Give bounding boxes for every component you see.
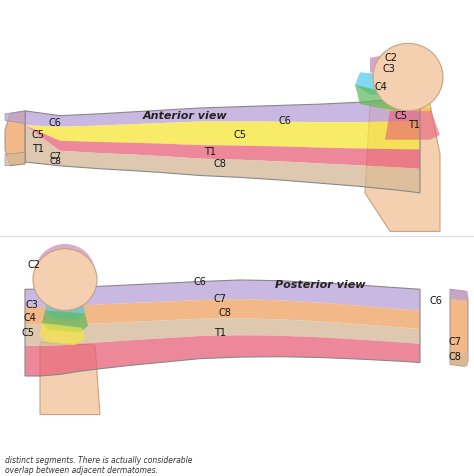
Text: C6: C6 bbox=[48, 119, 62, 129]
Polygon shape bbox=[40, 323, 85, 345]
Text: C7: C7 bbox=[448, 337, 462, 347]
Text: C6: C6 bbox=[279, 116, 292, 126]
Polygon shape bbox=[5, 152, 25, 166]
Text: C7: C7 bbox=[213, 294, 227, 304]
Polygon shape bbox=[42, 310, 88, 333]
Polygon shape bbox=[25, 125, 420, 169]
Circle shape bbox=[35, 244, 95, 302]
Text: C5: C5 bbox=[395, 111, 408, 121]
Text: C7: C7 bbox=[49, 152, 61, 161]
Text: C8: C8 bbox=[448, 352, 461, 362]
Text: C4: C4 bbox=[23, 313, 36, 323]
Circle shape bbox=[33, 249, 97, 310]
Text: distinct segments. There is actually considerable
overlap between adjacent derma: distinct segments. There is actually con… bbox=[5, 456, 192, 476]
Text: C5: C5 bbox=[234, 130, 246, 140]
Text: T1: T1 bbox=[408, 120, 420, 130]
Polygon shape bbox=[25, 335, 420, 376]
Polygon shape bbox=[5, 111, 25, 123]
Text: C6: C6 bbox=[429, 296, 442, 306]
Text: C2: C2 bbox=[27, 260, 40, 270]
Polygon shape bbox=[5, 111, 25, 166]
Text: C3: C3 bbox=[25, 300, 38, 310]
Text: C8: C8 bbox=[214, 159, 227, 169]
Polygon shape bbox=[45, 299, 85, 320]
Polygon shape bbox=[450, 353, 468, 367]
Polygon shape bbox=[355, 72, 410, 97]
Text: T1: T1 bbox=[32, 144, 44, 154]
Text: C5: C5 bbox=[21, 327, 34, 337]
Polygon shape bbox=[385, 108, 440, 140]
Polygon shape bbox=[25, 318, 420, 346]
Text: C4: C4 bbox=[375, 82, 388, 92]
Polygon shape bbox=[450, 289, 468, 301]
Text: Posterior view: Posterior view bbox=[275, 279, 365, 289]
Polygon shape bbox=[25, 120, 420, 149]
Text: C6: C6 bbox=[193, 278, 207, 288]
Polygon shape bbox=[25, 125, 420, 193]
Text: C8: C8 bbox=[219, 308, 231, 318]
Text: T1: T1 bbox=[204, 148, 216, 158]
Text: Anterior view: Anterior view bbox=[143, 111, 228, 121]
Polygon shape bbox=[450, 289, 468, 367]
Text: C3: C3 bbox=[383, 64, 396, 74]
Polygon shape bbox=[25, 97, 420, 127]
Polygon shape bbox=[25, 299, 420, 329]
Text: C2: C2 bbox=[385, 53, 398, 63]
Polygon shape bbox=[40, 342, 100, 415]
Polygon shape bbox=[355, 85, 415, 111]
Text: C5: C5 bbox=[31, 130, 45, 140]
Text: C8: C8 bbox=[49, 158, 61, 167]
Polygon shape bbox=[370, 104, 430, 111]
Circle shape bbox=[373, 43, 443, 111]
Text: T1: T1 bbox=[214, 327, 226, 337]
Polygon shape bbox=[370, 53, 410, 77]
Polygon shape bbox=[365, 104, 440, 231]
Polygon shape bbox=[25, 280, 420, 311]
